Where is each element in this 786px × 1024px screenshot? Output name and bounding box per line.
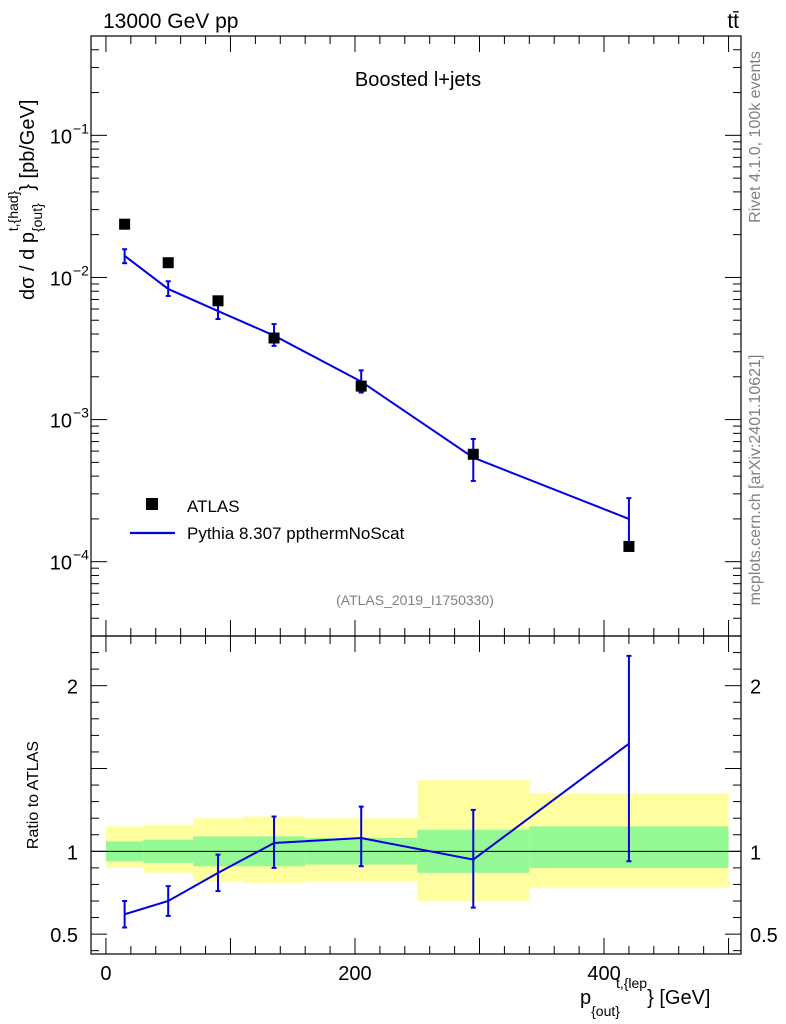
axis-ticks [91,35,741,954]
analysis-id: (ATLAS_2019_I1750330) [336,592,494,608]
atlas-data-point [212,295,224,307]
main-ylabel-text: dσ / d p [17,232,39,300]
atlas-data-point [162,257,174,269]
main-ytick-exponent: −2 [73,262,89,278]
main-ytick-label: 10 [50,126,72,148]
ratio-ytick-label-left: 1 [67,842,78,864]
xtick-label: 0 [100,963,111,985]
legend-data-marker [146,498,158,510]
mc-series-line [124,255,630,520]
main-ytick-label: 10 [50,411,72,433]
ratio-ytick-label-left: 2 [67,677,78,699]
xlabel-sup: t,{lep [616,975,647,991]
main-ytick-label: 10 [50,553,72,575]
main-ylabel-sub: {out} [29,203,45,232]
main-ytick-label: 10 [50,268,72,290]
xlabel-p: p [580,987,591,1009]
atlas-data-point [119,218,131,230]
main-ytick-exponent: −3 [73,405,89,421]
main-panel-frame [90,35,742,637]
ratio-ylabel: Ratio to ATLAS [25,741,42,849]
data-marks [119,218,635,929]
process-label: tt̄ [727,10,739,33]
xlabel-units: } [GeV] [647,987,710,1009]
xtick-label: 200 [338,963,371,985]
svg-text:dσ / d p{out}t,{had}} [pb/GeV]: dσ / d p{out} t,{had}} [pb/GeV] [5,100,45,300]
xtick-label: 400 [587,963,620,985]
tick-labels: 10−410−310−210 −10.5 0.51 12 20 200 400 [50,120,778,985]
ratio-ytick-label-right: 1 [750,842,761,864]
legend-mc-label: Pythia 8.307 ppthermNoScat [187,524,405,543]
atlas-data-point [623,540,635,552]
main-ylabel-sup: t,{had} [5,190,21,231]
energy-label: 13000 GeV pp [103,10,238,33]
legend-data-label: ATLAS [187,497,240,516]
main-ytick-exponent: −1 [73,120,89,136]
ratio-panel-frame [90,635,742,955]
atlas-data-point [467,448,479,460]
atlas-data-point [355,380,367,392]
plot-title: Boosted l+jets [355,69,481,91]
xlabel: p{out} t,{lep} [GeV] [580,975,710,1019]
rivet-label: Rivet 4.1.0, 100k events [747,51,764,223]
source-label: mcplots.cern.ch [arXiv:2401.10621] [747,355,764,606]
ratio-ytick-label-right: 2 [750,677,761,699]
xlabel-sub: {out} [591,1003,620,1019]
ratio-ytick-label-left: 0.5 [50,925,78,947]
main-ylabel: dσ / d p{out} t,{had}} [pb/GeV] [5,100,45,300]
main-ytick-exponent: −4 [73,547,89,563]
atlas-data-point [268,332,280,344]
ratio-ytick-label-right: 0.5 [750,925,778,947]
main-ylabel-units: } [pb/GeV] [17,100,39,191]
